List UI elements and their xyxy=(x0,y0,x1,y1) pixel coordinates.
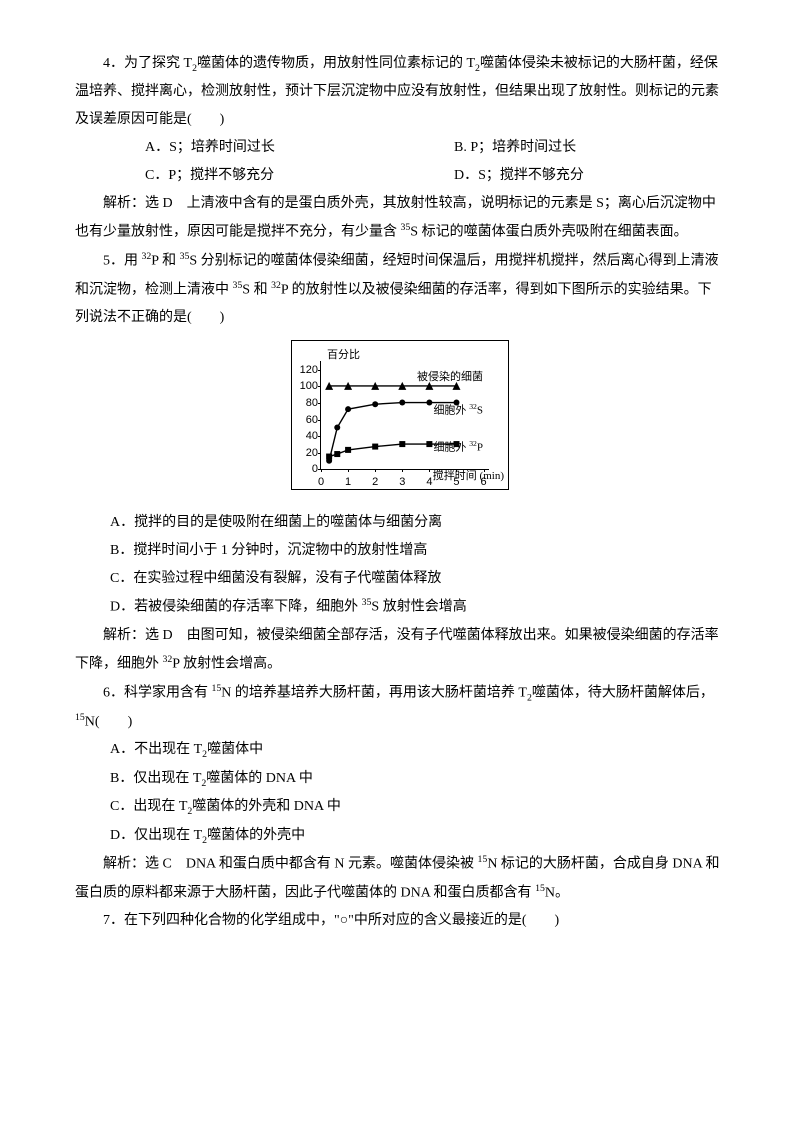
x-axis-label: 搅拌时间 (min) xyxy=(433,465,504,487)
q6-opt-c: C．出现在 T2噬菌体的外壳和 DNA 中 xyxy=(75,793,725,821)
q6-opt-a: A．不出现在 T2噬菌体中 xyxy=(75,736,725,764)
q4-opts-row1: A．S；培养时间过长 B. P；培养时间过长 xyxy=(75,134,725,162)
exam-page: 4．为了探究 T2噬菌体的遗传物质，用放射性同位素标记的 T2噬菌体侵染未被标记… xyxy=(0,0,800,1132)
xtick-label: 3 xyxy=(399,469,405,493)
q4-opt-a: A．S；培养时间过长 xyxy=(110,134,416,162)
q5-opt-d: D．若被侵染细菌的存活率下降，细胞外 35S 放射性会增高 xyxy=(75,593,725,622)
q5-stem: 5．用 32P 和 35S 分别标记的噬菌体侵染细菌，经短时间保温后，用搅拌机搅… xyxy=(75,247,725,332)
q5-opt-b: B．搅拌时间小于 1 分钟时，沉淀物中的放射性增高 xyxy=(75,537,725,565)
xtick-label: 1 xyxy=(345,469,351,493)
xtick-label: 2 xyxy=(372,469,378,493)
series-label: 细胞外 32P xyxy=(433,436,483,459)
q4-stem: 4．为了探究 T2噬菌体的遗传物质，用放射性同位素标记的 T2噬菌体侵染未被标记… xyxy=(75,50,725,134)
q4-opt-b: B. P；培养时间过长 xyxy=(419,134,725,162)
xtick-label: 4 xyxy=(426,469,432,493)
q4-explanation: 解析：选 D 上清液中含有的是蛋白质外壳，其放射性较高，说明标记的元素是 S；离… xyxy=(75,190,725,247)
q5-explanation: 解析：选 D 由图可知，被侵染细菌全部存活，没有子代噬菌体释放出来。如果被侵染细… xyxy=(75,622,725,679)
q5-opt-a: A．搅拌的目的是使吸附在细菌上的噬菌体与细菌分离 xyxy=(75,509,725,537)
series-label: 细胞外 32S xyxy=(433,399,483,422)
q6-opt-d: D．仅出现在 T2噬菌体的外壳中 xyxy=(75,822,725,850)
q6-opt-b: B．仅出现在 T2噬菌体的 DNA 中 xyxy=(75,765,725,793)
q7-stem: 7．在下列四种化合物的化学组成中，"○"中所对应的含义最接近的是( ) xyxy=(75,907,725,935)
chart-plot: 0204060801001200123456被侵染的细菌细胞外 32S细胞外 3… xyxy=(320,361,489,470)
q6-explanation: 解析：选 C DNA 和蛋白质中都含有 N 元素。噬菌体侵染被 15N 标记的大… xyxy=(75,850,725,907)
q6-stem: 6．科学家用含有 15N 的培养基培养大肠杆菌，再用该大肠杆菌培养 T2噬菌体，… xyxy=(75,679,725,737)
q4-opts-row2: C．P；搅拌不够充分 D．S；搅拌不够充分 xyxy=(75,162,725,190)
q4-opt-c: C．P；搅拌不够充分 xyxy=(110,162,416,190)
series-label: 被侵染的细菌 xyxy=(417,366,483,388)
q5-chart: 0204060801001200123456被侵染的细菌细胞外 32S细胞外 3… xyxy=(291,340,509,490)
y-axis-label: 百分比 xyxy=(327,344,360,366)
q4-opt-d: D．S；搅拌不够充分 xyxy=(419,162,725,190)
xtick-label: 0 xyxy=(318,469,324,493)
q5-chart-wrap: 0204060801001200123456被侵染的细菌细胞外 32S细胞外 3… xyxy=(75,340,725,501)
q5-opt-c: C．在实验过程中细菌没有裂解，没有子代噬菌体释放 xyxy=(75,565,725,593)
